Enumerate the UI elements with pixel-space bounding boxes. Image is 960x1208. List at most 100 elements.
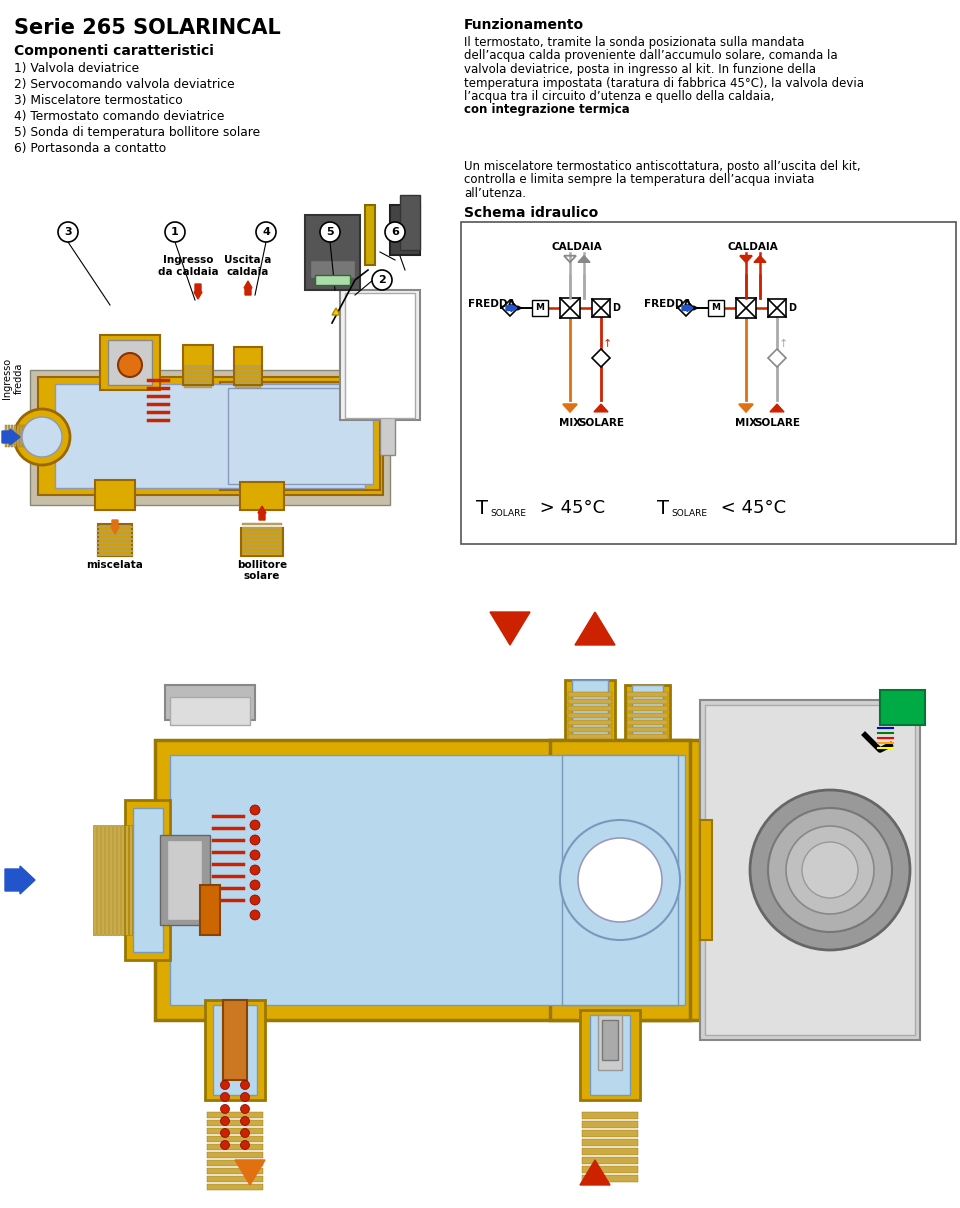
Bar — [29, 425, 31, 447]
Bar — [8, 425, 10, 447]
FancyArrow shape — [194, 284, 202, 300]
Circle shape — [241, 1104, 250, 1114]
FancyArrow shape — [244, 281, 252, 295]
Text: CALDAIA: CALDAIA — [728, 242, 779, 252]
Bar — [390, 205, 420, 255]
Bar — [242, 551, 282, 553]
Bar — [141, 825, 144, 935]
Text: 4: 4 — [262, 227, 270, 237]
Bar — [627, 734, 668, 739]
Circle shape — [221, 1092, 229, 1102]
Circle shape — [250, 850, 260, 860]
Bar — [97, 542, 133, 544]
Polygon shape — [575, 612, 615, 645]
Bar — [38, 377, 383, 495]
Text: > 45°C: > 45°C — [534, 499, 605, 517]
Circle shape — [250, 835, 260, 846]
Bar — [32, 425, 34, 447]
Text: M: M — [536, 303, 544, 313]
Bar — [580, 1010, 640, 1100]
Circle shape — [241, 1080, 250, 1090]
Circle shape — [241, 1092, 250, 1102]
Bar — [592, 300, 610, 316]
Bar — [627, 727, 668, 732]
Bar — [572, 680, 608, 734]
Bar — [97, 550, 133, 552]
Bar — [235, 382, 261, 384]
Bar — [234, 347, 262, 385]
Bar — [105, 825, 108, 935]
Bar — [17, 425, 19, 447]
Bar — [532, 300, 548, 316]
Bar — [242, 539, 282, 541]
Bar — [145, 825, 148, 935]
Circle shape — [385, 222, 405, 242]
Bar — [207, 1160, 263, 1166]
Bar — [550, 741, 690, 1020]
Text: CALDAIA: CALDAIA — [552, 242, 602, 252]
Bar — [705, 705, 915, 1035]
Bar — [305, 215, 360, 290]
Bar — [582, 1113, 638, 1119]
Bar — [155, 741, 700, 1020]
Circle shape — [221, 1104, 229, 1114]
Bar — [582, 1148, 638, 1155]
Bar — [627, 705, 668, 712]
Bar — [627, 692, 668, 697]
Bar — [14, 425, 16, 447]
Bar — [627, 713, 668, 718]
Text: Un miscelatore termostatico antiscottatura, posto all’uscita del kit,: Un miscelatore termostatico antiscottatu… — [464, 159, 860, 173]
Bar — [95, 480, 135, 510]
Polygon shape — [592, 349, 610, 367]
Bar — [700, 820, 712, 940]
Text: 2) Servocomando valvola deviatrice: 2) Servocomando valvola deviatrice — [14, 79, 234, 91]
FancyArrow shape — [111, 519, 119, 534]
Bar — [568, 720, 612, 725]
Polygon shape — [580, 1160, 610, 1185]
Bar — [235, 366, 261, 368]
Bar — [207, 1144, 263, 1150]
Text: dell’acqua calda proveniente dall’accumulo solare, comanda la: dell’acqua calda proveniente dall’accumu… — [464, 50, 838, 63]
Bar — [235, 370, 261, 372]
Polygon shape — [332, 308, 340, 315]
Bar — [235, 374, 261, 376]
Bar — [121, 825, 124, 935]
Bar — [100, 335, 160, 390]
Circle shape — [14, 410, 70, 465]
Circle shape — [58, 222, 78, 242]
Text: 2: 2 — [378, 275, 386, 285]
Polygon shape — [739, 405, 753, 412]
Bar — [207, 1184, 263, 1190]
Text: D: D — [612, 303, 620, 313]
Circle shape — [241, 1140, 250, 1150]
Circle shape — [786, 826, 874, 914]
Bar — [582, 1175, 638, 1181]
Bar — [30, 370, 390, 505]
Text: Componenti caratteristici: Componenti caratteristici — [14, 43, 214, 58]
Bar — [184, 370, 212, 372]
Bar — [133, 808, 163, 952]
Bar — [565, 680, 615, 741]
Text: SOLARE: SOLARE — [671, 509, 707, 517]
FancyArrow shape — [258, 506, 266, 519]
Bar — [207, 1120, 263, 1126]
Circle shape — [221, 1080, 229, 1090]
Circle shape — [221, 1116, 229, 1126]
Bar — [117, 825, 120, 935]
Text: SOLARE: SOLARE — [754, 418, 800, 428]
Bar — [461, 222, 956, 544]
Bar — [582, 1121, 638, 1128]
Circle shape — [250, 910, 260, 920]
Text: 3) Miscelatore termostatico: 3) Miscelatore termostatico — [14, 94, 182, 108]
Bar — [207, 1128, 263, 1134]
Bar — [97, 554, 133, 556]
Bar — [568, 713, 612, 718]
Circle shape — [560, 820, 680, 940]
Text: D: D — [788, 303, 796, 313]
Bar — [184, 366, 212, 368]
Bar — [113, 825, 116, 935]
Bar — [207, 1136, 263, 1142]
Circle shape — [250, 879, 260, 890]
Circle shape — [22, 417, 62, 457]
Bar — [5, 425, 7, 447]
